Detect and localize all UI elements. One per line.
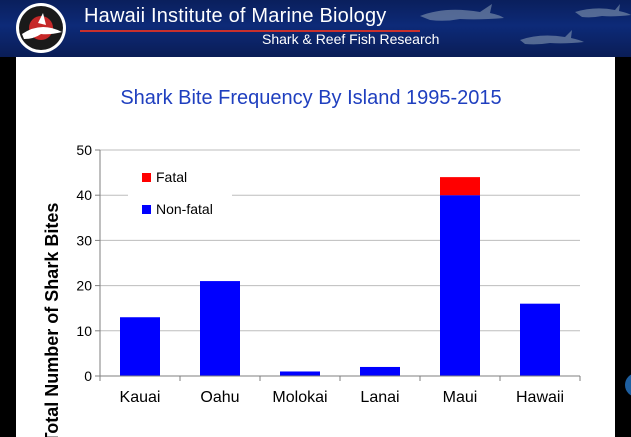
header-rule [80, 30, 420, 32]
y-tick-label: 50 [76, 142, 92, 158]
bar-maui-fatal [440, 177, 480, 196]
bar-molokai-non-fatal [280, 371, 320, 376]
shark-bite-chart: Shark Bite Frequency By Island 1995-2015… [42, 87, 581, 437]
bar-oahu-non-fatal [200, 281, 240, 376]
legend-label: Non-fatal [156, 201, 213, 217]
org-name: Hawaii Institute of Marine Biology [84, 5, 387, 27]
slide-canvas: Shark Bite Frequency By Island 1995-2015… [16, 57, 615, 437]
bar-kauai-non-fatal [120, 317, 160, 376]
y-axis-label: Total Number of Shark Bites [42, 203, 62, 437]
legend-swatch-fatal [142, 173, 151, 182]
x-tick-label: Hawaii [516, 389, 564, 406]
y-tick-label: 20 [76, 278, 92, 294]
y-tick-label: 40 [76, 187, 92, 203]
chart-title: Shark Bite Frequency By Island 1995-2015 [120, 87, 501, 109]
x-tick-label: Lanai [360, 389, 399, 406]
shark-silhouettes [420, 4, 631, 45]
y-tick-label: 0 [84, 368, 92, 384]
bar-hawaii-non-fatal [520, 303, 560, 376]
legend-label: Fatal [156, 169, 187, 185]
y-tick-label: 30 [76, 232, 92, 248]
edge-indicator [625, 373, 631, 397]
himb-logo [16, 3, 66, 53]
y-tick-label: 10 [76, 323, 92, 339]
x-tick-label: Kauai [120, 389, 161, 406]
x-tick-label: Oahu [200, 389, 239, 406]
bar-maui-non-fatal [440, 195, 480, 376]
org-subtitle: Shark & Reef Fish Research [262, 31, 440, 47]
header-banner: Hawaii Institute of Marine Biology Shark… [0, 0, 631, 57]
bar-lanai-non-fatal [360, 366, 400, 376]
legend-swatch-non-fatal [142, 205, 151, 214]
x-tick-label: Maui [443, 389, 478, 406]
x-tick-label: Molokai [272, 389, 327, 406]
